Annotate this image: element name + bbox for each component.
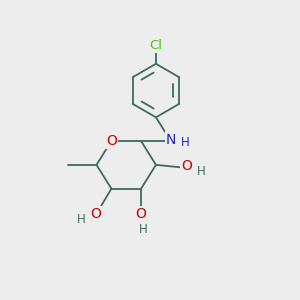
Text: H: H xyxy=(181,136,190,149)
Text: Cl: Cl xyxy=(149,39,162,52)
Text: H: H xyxy=(77,213,85,226)
Text: H: H xyxy=(197,165,206,178)
Text: O: O xyxy=(106,134,117,148)
Text: O: O xyxy=(91,207,101,221)
Text: N: N xyxy=(166,133,176,147)
Text: O: O xyxy=(181,159,192,173)
Text: H: H xyxy=(139,223,148,236)
Text: O: O xyxy=(136,207,146,221)
